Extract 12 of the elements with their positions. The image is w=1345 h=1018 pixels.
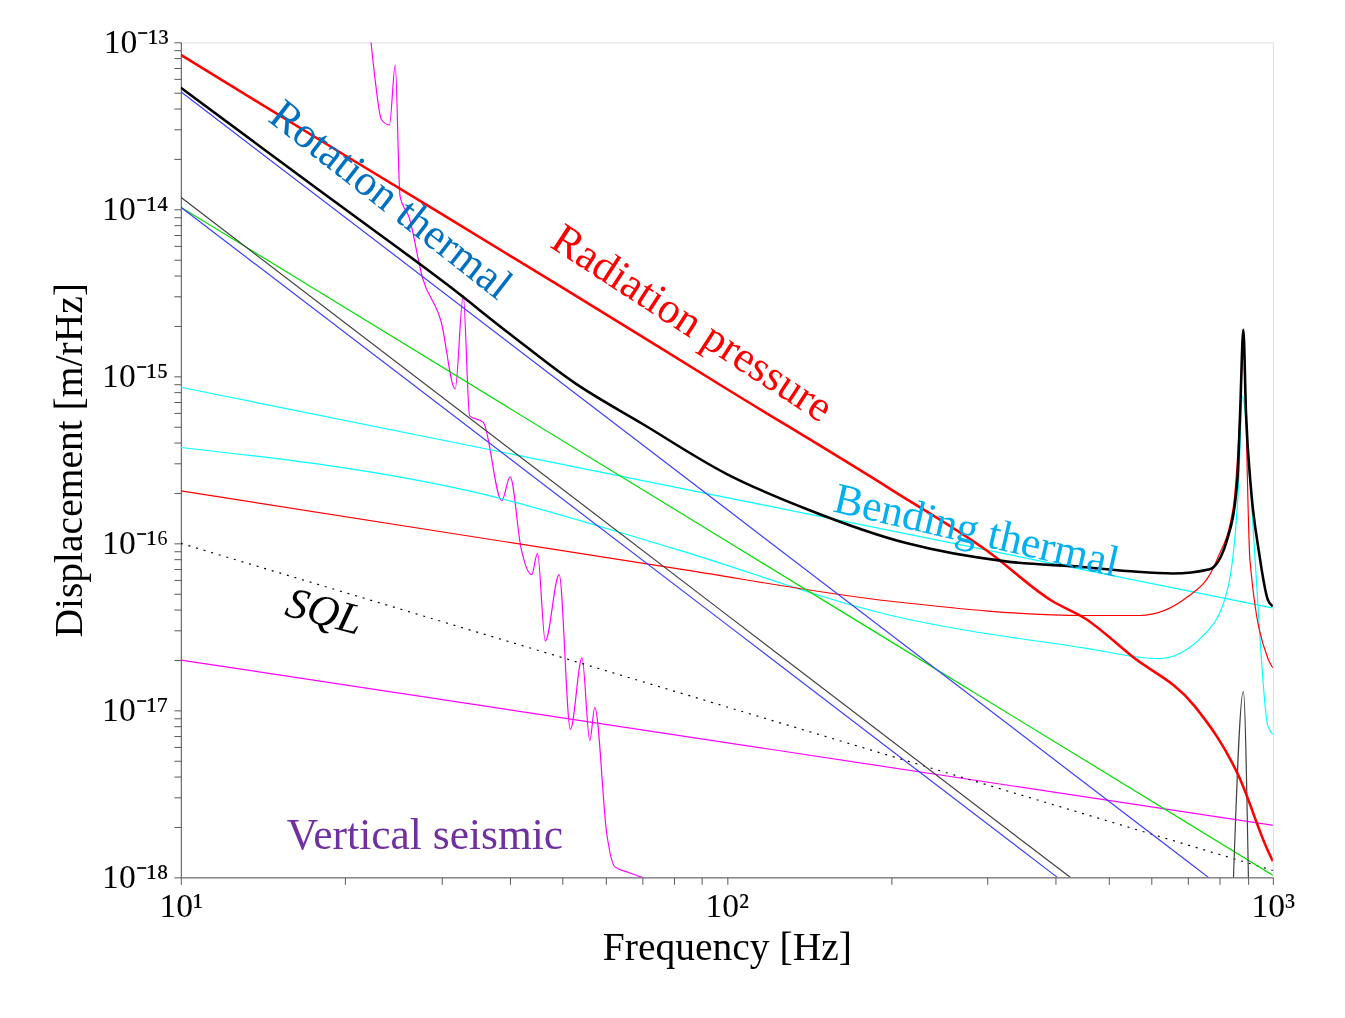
annotation: Bending thermal bbox=[829, 473, 1125, 586]
y-tick-label: 10⁻¹⁷ bbox=[102, 690, 169, 728]
y-tick-label: 10⁻¹⁵ bbox=[102, 356, 169, 394]
x-tick-label: 10² bbox=[705, 887, 750, 925]
y-tick-label: 10⁻¹⁴ bbox=[102, 189, 169, 227]
x-tick-label: 10³ bbox=[1251, 887, 1296, 925]
y-tick-label: 10⁻¹⁶ bbox=[102, 523, 169, 561]
x-axis-title: Frequency [Hz] bbox=[602, 924, 852, 969]
annotation: SQL bbox=[281, 577, 369, 644]
y-axis-title: Displacement [m/rHz] bbox=[47, 283, 92, 638]
annotation: Vertical seismic bbox=[286, 809, 564, 858]
y-tick-label: 10⁻¹³ bbox=[103, 22, 169, 60]
